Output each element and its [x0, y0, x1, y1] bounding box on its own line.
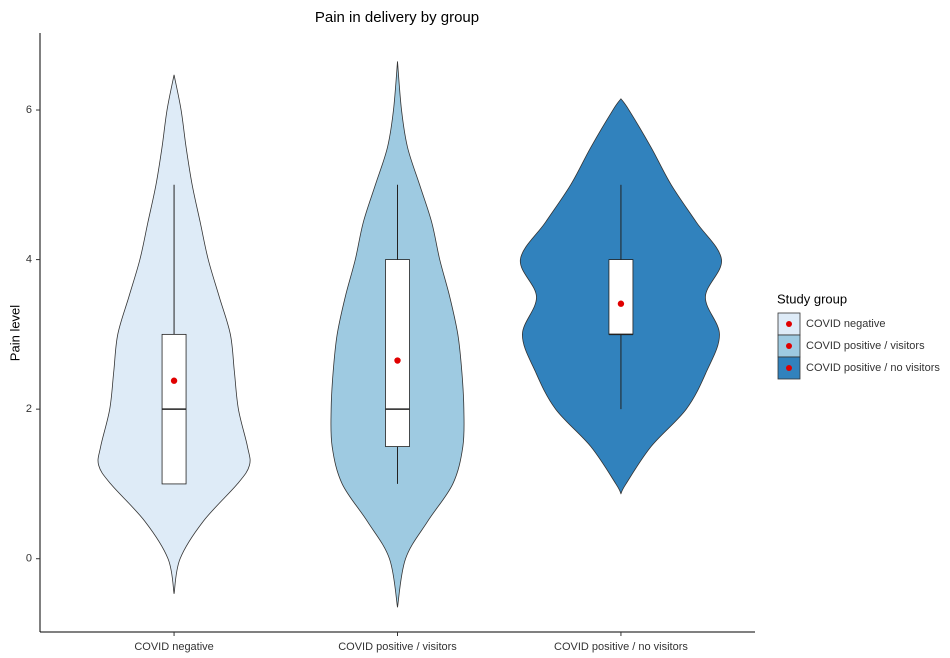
legend-key-dot: [786, 365, 792, 371]
x-tick-label: COVID positive / no visitors: [554, 641, 688, 653]
legend-key-dot: [786, 343, 792, 349]
legend-label: COVID positive / visitors: [806, 340, 925, 352]
mean-point: [170, 377, 178, 384]
x-tick-label: COVID positive / visitors: [338, 641, 457, 653]
legend-key-dot: [786, 321, 792, 327]
legend-label: COVID negative: [806, 318, 885, 330]
mean-point: [394, 357, 401, 364]
legend-title: Study group: [777, 291, 847, 306]
y-tick-label: 4: [26, 253, 32, 265]
legend-label: COVID positive / no visitors: [806, 362, 940, 374]
chart-title: Pain in delivery by group: [315, 9, 479, 26]
y-tick-label: 0: [26, 553, 32, 565]
y-tick-label: 6: [26, 104, 32, 116]
box: [385, 259, 410, 447]
y-axis-title: Pain level: [7, 305, 22, 361]
y-tick-label: 2: [26, 403, 32, 415]
mean-point: [617, 300, 625, 307]
box: [608, 259, 634, 335]
x-tick-label: COVID negative: [134, 641, 213, 653]
